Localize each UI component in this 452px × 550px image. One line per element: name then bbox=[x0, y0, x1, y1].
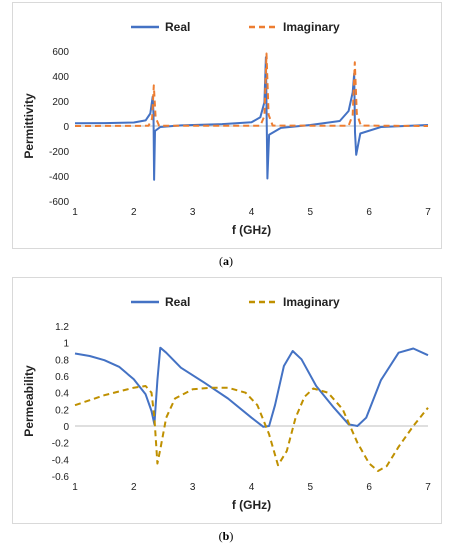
x-tick-label: 3 bbox=[190, 482, 196, 493]
y-tick-label: 0.2 bbox=[55, 405, 69, 416]
x-tick-label: 2 bbox=[131, 207, 137, 218]
y-tick-label: 1.2 bbox=[55, 322, 69, 333]
permeability-chart: -0.6 -0.4 -0.2 0 0.2 0.4 0.6 0.8 1 1.2 1 2 3 4 5 6 7 f (G… bbox=[22, 295, 431, 512]
series-line-real bbox=[74, 56, 429, 181]
series-line-real bbox=[74, 346, 429, 428]
caption-b-letter: b bbox=[222, 529, 230, 543]
x-tick-label: 1 bbox=[72, 207, 78, 218]
y-tick-label: 0.8 bbox=[55, 355, 69, 366]
caption-a-close: ) bbox=[229, 254, 233, 268]
caption-b: (b) bbox=[0, 529, 452, 544]
y-axis-label: Permeability bbox=[22, 365, 36, 437]
y-tick-label: 1 bbox=[63, 339, 69, 350]
chart-panel-b: -0.6 -0.4 -0.2 0 0.2 0.4 0.6 0.8 1 1.2 1 2 3 4 5 6 7 f (G… bbox=[12, 277, 442, 524]
y-tick-label: -200 bbox=[49, 147, 69, 158]
legend-label-imaginary: Imaginary bbox=[283, 295, 340, 309]
x-tick-label: 5 bbox=[308, 482, 314, 493]
x-tick-label: 6 bbox=[366, 482, 372, 493]
x-tick-label: 4 bbox=[249, 482, 255, 493]
series-line-imaginary bbox=[74, 385, 429, 472]
caption-a-open: ( bbox=[219, 254, 223, 268]
y-tick-label: -0.4 bbox=[52, 455, 70, 466]
x-tick-label: 7 bbox=[425, 482, 431, 493]
series-line-imaginary bbox=[74, 52, 429, 127]
x-tick-label: 2 bbox=[131, 482, 137, 493]
caption-b-open: ( bbox=[218, 529, 223, 543]
legend-label-real: Real bbox=[165, 20, 190, 34]
x-tick-label: 1 bbox=[72, 482, 78, 493]
legend-label-real: Real bbox=[165, 295, 190, 309]
y-tick-label: 0 bbox=[63, 122, 69, 133]
y-tick-label: -400 bbox=[49, 172, 69, 183]
caption-a: (a) bbox=[0, 254, 452, 269]
y-axis-label: Permittivity bbox=[22, 93, 36, 159]
x-tick-label: 5 bbox=[308, 207, 314, 218]
x-axis-label: f (GHz) bbox=[232, 498, 271, 512]
x-tick-label: 3 bbox=[190, 207, 196, 218]
chart-panel-a: -600 -400 -200 0 200 400 600 1 2 3 4 5 6 7 f (GHz) Perm… bbox=[12, 2, 442, 249]
x-tick-label: 4 bbox=[249, 207, 255, 218]
caption-b-close: ) bbox=[229, 529, 234, 543]
y-tick-label: 600 bbox=[52, 47, 69, 58]
y-tick-label: 400 bbox=[52, 72, 69, 83]
x-axis-label: f (GHz) bbox=[232, 223, 271, 237]
y-tick-label: -0.2 bbox=[52, 439, 70, 450]
y-tick-label: -600 bbox=[49, 197, 69, 208]
y-tick-label: -0.6 bbox=[52, 472, 70, 483]
permittivity-chart: -600 -400 -200 0 200 400 600 1 2 3 4 5 6 7 f (GHz) Perm… bbox=[22, 20, 431, 237]
legend-label-imaginary: Imaginary bbox=[283, 20, 340, 34]
y-tick-label: 200 bbox=[52, 97, 69, 108]
y-tick-label: 0.6 bbox=[55, 372, 69, 383]
caption-a-letter: a bbox=[223, 254, 229, 268]
y-tick-label: 0.4 bbox=[55, 389, 69, 400]
y-tick-label: 0 bbox=[63, 422, 69, 433]
x-tick-label: 7 bbox=[425, 207, 431, 218]
x-tick-label: 6 bbox=[366, 207, 372, 218]
